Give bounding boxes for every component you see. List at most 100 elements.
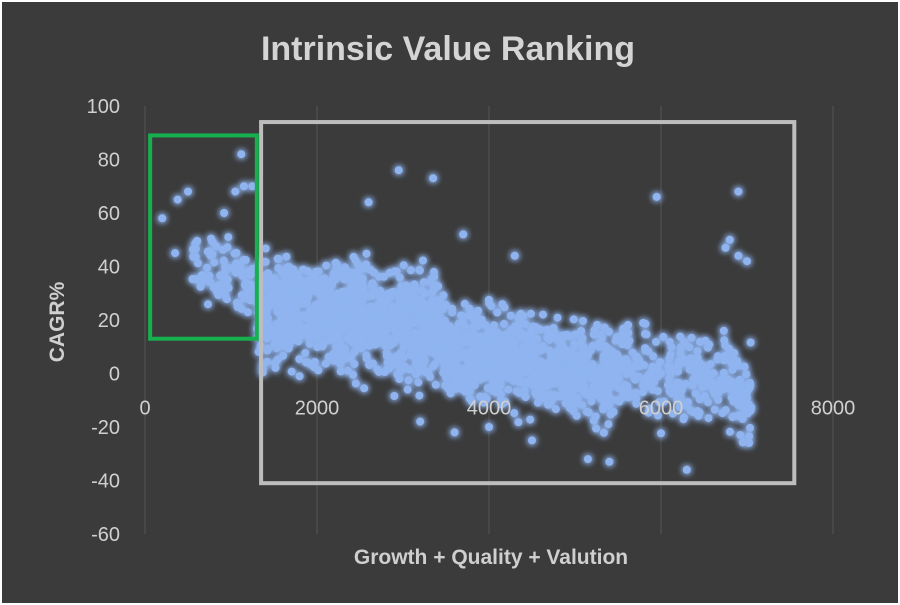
data-point [573,354,582,363]
data-point [270,274,279,282]
data-point [597,394,606,403]
data-point [570,339,579,348]
data-point [193,259,202,268]
data-point [727,393,736,402]
data-point [653,387,662,396]
data-point [324,330,333,339]
data-point [665,382,674,391]
data-point [452,338,461,347]
data-point [360,264,368,273]
data-point [668,409,677,418]
data-point [599,428,608,437]
data-point [617,364,626,373]
data-point [295,372,304,381]
data-point [281,334,290,343]
data-point [318,288,327,297]
data-point [631,361,640,370]
data-point [332,355,341,363]
data-point [676,332,685,341]
data-point [643,372,652,381]
data-point [522,379,531,388]
data-point [590,326,599,335]
data-point [207,249,216,258]
x-tick-label: 0 [139,398,150,420]
data-point [559,331,567,340]
data-point [292,303,300,312]
data-point [205,271,214,280]
data-point [376,298,385,306]
data-point [535,382,544,391]
data-point [431,380,440,389]
data-point [397,316,406,325]
data-point [506,343,514,352]
data-point [414,378,423,387]
data-point [415,355,423,364]
x-tick-label: 8000 [811,398,856,420]
x-tick-label: 4000 [467,398,512,420]
data-point [725,344,734,353]
data-point [703,343,712,352]
data-point [367,281,376,290]
data-point [434,354,443,363]
data-point [351,379,360,388]
data-point [605,457,614,466]
data-point [425,311,434,320]
data-point [457,371,466,380]
data-point [420,289,429,298]
data-point [548,395,557,404]
data-point [631,388,640,397]
data-point [312,267,321,276]
data-point [376,311,385,320]
data-point [434,296,443,305]
data-point [192,238,201,247]
data-point [646,379,655,388]
data-point [318,342,327,351]
data-point [285,283,294,292]
data-point [465,304,474,313]
data-point [632,394,641,403]
data-point [390,392,399,400]
data-point [261,244,270,253]
data-point [619,324,628,333]
data-point [462,330,471,339]
data-point [516,378,524,387]
data-point [272,344,281,353]
data-point [385,337,394,346]
data-point [232,259,241,268]
data-point [588,360,597,369]
y-tick-label: 80 [98,150,120,172]
data-point [234,300,243,309]
data-point [498,300,507,309]
data-point [561,351,570,360]
data-point [314,314,323,323]
y-tick-label: 0 [109,364,120,386]
data-point [468,346,477,355]
data-point [615,397,624,406]
data-point [240,280,249,289]
data-point [323,298,332,307]
data-point [391,325,400,334]
data-point [199,277,208,286]
data-point [471,352,479,361]
data-point [592,424,601,433]
data-point [579,317,587,325]
data-point [408,283,417,292]
data-point [704,398,712,407]
data-point [313,300,322,309]
data-point [493,308,502,317]
data-point [304,331,313,340]
data-point [296,332,305,341]
data-point [294,284,303,293]
data-point [325,282,334,291]
data-point [274,299,283,308]
data-point [632,354,641,363]
data-point [706,360,715,369]
data-point [219,256,228,265]
data-point [221,280,230,289]
data-point [481,347,490,356]
data-point [385,268,394,277]
data-point [529,322,538,331]
data-point [350,348,359,357]
data-point [402,296,411,305]
data-point [720,352,729,361]
